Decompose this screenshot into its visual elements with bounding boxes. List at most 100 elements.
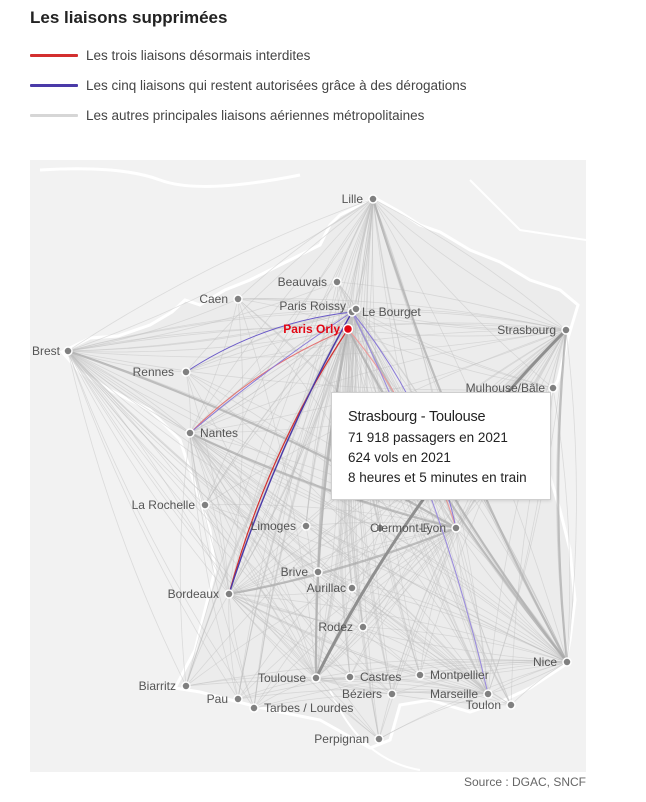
route-forbidden[interactable] [189,328,349,434]
route-other[interactable] [189,432,380,740]
route-other[interactable] [348,311,380,740]
route-other[interactable] [565,329,577,663]
route-other[interactable] [317,571,568,663]
route-other[interactable] [204,311,353,506]
route-other[interactable] [228,298,244,595]
route-other[interactable] [372,198,554,389]
city-dot-mulhouse[interactable] [548,383,558,393]
route-other[interactable] [185,198,374,373]
route-other[interactable] [378,527,457,740]
route-other[interactable] [355,308,567,331]
route-forbidden[interactable] [228,328,349,595]
route-other[interactable] [189,432,393,695]
route-other[interactable] [351,311,554,389]
route-other[interactable] [67,350,364,628]
route-other[interactable] [355,308,393,695]
route-other[interactable] [67,311,353,352]
route-other[interactable] [185,659,568,687]
city-dot-paris-orly[interactable] [342,323,354,335]
route-other[interactable] [487,329,567,695]
route-other[interactable] [487,329,567,695]
route-other[interactable] [189,308,357,434]
route-other[interactable] [351,587,568,663]
route-other[interactable] [315,674,421,681]
route-other[interactable] [67,350,353,589]
city-dot-brest[interactable] [63,346,73,356]
route-other[interactable] [228,593,421,676]
route-other[interactable] [372,198,567,331]
route-other[interactable] [67,350,206,506]
route-other[interactable] [315,527,457,679]
route-other[interactable] [185,311,353,373]
route-other[interactable] [228,593,364,628]
route-other[interactable] [351,311,489,695]
route-other[interactable] [347,322,567,331]
route-other[interactable] [228,198,374,595]
route-other[interactable] [67,350,457,529]
city-dot-limoges[interactable] [301,521,311,531]
route-other[interactable] [185,371,317,679]
route-other[interactable] [455,527,512,706]
route-other[interactable] [189,432,230,595]
route-other[interactable] [317,328,349,573]
route-other[interactable] [185,593,230,687]
route-other[interactable] [179,432,191,687]
route-other[interactable] [228,308,357,595]
route-other[interactable] [552,329,567,389]
route-other[interactable] [355,308,489,695]
route-other[interactable] [487,661,568,695]
city-dot-aurillac[interactable] [347,583,357,593]
route-other[interactable] [185,371,191,434]
route-other[interactable] [391,329,567,695]
route-other[interactable] [315,677,393,695]
route-other[interactable] [351,198,374,313]
route-other[interactable] [237,661,568,700]
route-other[interactable] [510,661,568,706]
route-other[interactable] [67,308,357,352]
route-other[interactable] [315,677,380,740]
route-other[interactable] [315,677,489,695]
route-other[interactable] [67,198,374,352]
route-other[interactable] [253,691,489,709]
route-other[interactable] [317,571,489,695]
route-other[interactable] [391,661,568,695]
route-major[interactable] [189,432,457,530]
city-dot-nice[interactable] [562,657,572,667]
route-other[interactable] [349,527,457,678]
route-other[interactable] [347,328,567,337]
route-other[interactable] [237,298,349,330]
city-dot-biarritz[interactable] [181,681,191,691]
route-other[interactable] [347,328,393,695]
route-major[interactable] [557,329,569,663]
route-other[interactable] [189,432,230,595]
route-other[interactable] [189,432,489,695]
route-other[interactable] [315,571,321,679]
route-other[interactable] [237,198,374,300]
route-other[interactable] [189,311,353,434]
route-other[interactable] [189,432,255,709]
route-other[interactable] [351,311,567,331]
route-other[interactable] [510,329,567,706]
route-other[interactable] [189,432,381,529]
route-other[interactable] [189,329,567,434]
route-other[interactable] [67,281,338,352]
route-other[interactable] [228,593,568,663]
route-other[interactable] [379,527,568,663]
route-other[interactable] [305,311,353,527]
route-other[interactable] [315,527,457,679]
route-other[interactable] [253,328,349,709]
route-other[interactable] [67,350,489,695]
city-dot-tarbes[interactable] [249,703,259,713]
route-other[interactable] [67,350,230,595]
route-other[interactable] [204,504,317,679]
route-derogation[interactable] [228,311,353,595]
route-other[interactable] [189,198,374,434]
route-other[interactable] [253,198,374,709]
route-other[interactable] [67,198,374,352]
route-other[interactable] [185,329,567,373]
route-other[interactable] [419,674,489,695]
route-other[interactable] [189,432,351,678]
city-dot-beziers[interactable] [387,689,397,699]
route-other[interactable] [228,328,349,595]
route-other[interactable] [228,527,381,595]
